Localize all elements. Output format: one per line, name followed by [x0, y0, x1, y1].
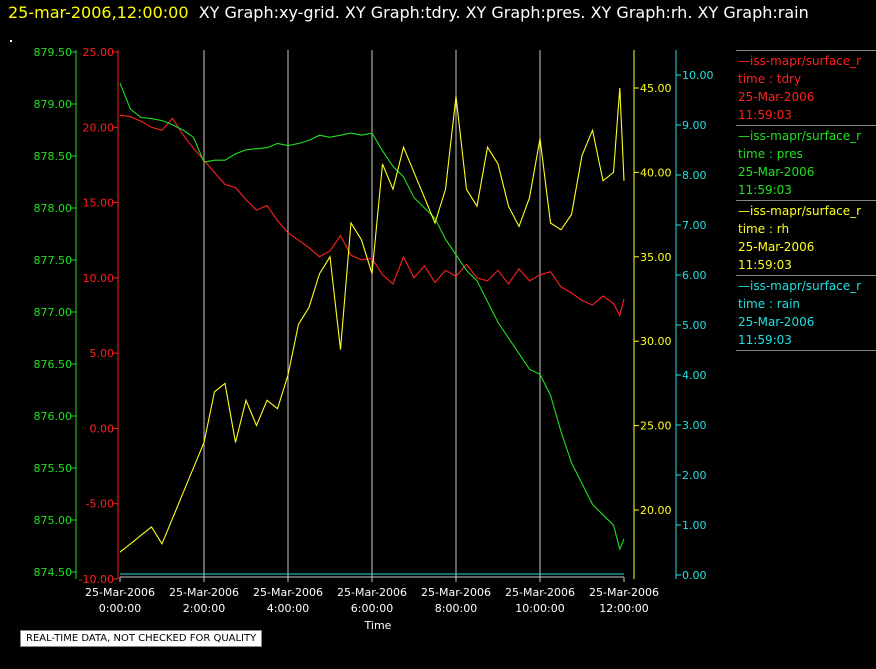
x-tick-date: 25-Mar-2006	[421, 586, 491, 599]
rain-tick-label: 7.00	[682, 219, 707, 232]
rh-tick-label: 40.00	[640, 166, 672, 179]
rain-tick-label: 2.00	[682, 469, 707, 482]
header-graph-titles: XY Graph:xy-grid. XY Graph:tdry. XY Grap…	[198, 3, 809, 22]
x-tick-time: 4:00:00	[267, 602, 309, 615]
rain-tick-label: 10.00	[682, 69, 714, 82]
x-tick-time: 8:00:00	[435, 602, 477, 615]
rain-tick-label: 1.00	[682, 519, 707, 532]
pres-tick-label: 876.00	[34, 410, 73, 423]
rh-tick-label: 35.00	[640, 251, 672, 264]
legend-rh-line1: —iss-mapr/surface_r	[738, 204, 862, 218]
legend-rain-line1: —iss-mapr/surface_r	[738, 279, 862, 293]
rh-tick-label: 25.00	[640, 420, 672, 433]
pres-tick-label: 874.50	[34, 566, 73, 579]
marker-dot	[10, 40, 12, 42]
header-timestamp: 25-mar-2006,12:00:00	[8, 3, 189, 22]
pres-series-line	[119, 82, 625, 551]
tdry-tick-label: 5.00	[90, 347, 115, 360]
legend: —iss-mapr/surface_r time : tdry 25-Mar-200…	[736, 50, 876, 351]
rh-tick-label: 20.00	[640, 504, 672, 517]
legend-pres-line4: 11:59:03	[738, 183, 792, 197]
pres-tick-label: 877.50	[34, 254, 73, 267]
tdry-tick-label: 20.00	[83, 121, 115, 134]
x-tick-date: 25-Mar-2006	[85, 586, 155, 599]
tdry-tick-label: 10.00	[83, 272, 115, 285]
rain-tick-label: 8.00	[682, 169, 707, 182]
rain-tick-label: 6.00	[682, 269, 707, 282]
x-tick-date: 25-Mar-2006	[169, 586, 239, 599]
legend-rain-line2: time : rain	[738, 297, 801, 311]
legend-rh-line4: 11:59:03	[738, 258, 792, 272]
pres-tick-label: 875.00	[34, 514, 73, 527]
pres-tick-label: 879.50	[34, 46, 73, 59]
legend-pres-line3: 25-Mar-2006	[738, 165, 815, 179]
legend-bottom-rule	[736, 350, 876, 351]
legend-tdry-line3: 25-Mar-2006	[738, 90, 815, 104]
rain-tick-label: 4.00	[682, 369, 707, 382]
series-group	[119, 82, 625, 575]
pres-tick-label: 878.00	[34, 202, 73, 215]
tdry-tick-label: -10.00	[79, 573, 114, 586]
x-tick-time: 10:00:00	[515, 602, 564, 615]
rh-tick-label: 30.00	[640, 335, 672, 348]
pres-tick-label: 876.50	[34, 358, 73, 371]
x-tick-date: 25-Mar-2006	[337, 586, 407, 599]
pres-tick-label: 875.50	[34, 462, 73, 475]
x-tick-date: 25-Mar-2006	[589, 586, 659, 599]
pres-tick-label: 878.50	[34, 150, 73, 163]
rain-tick-label: 5.00	[682, 319, 707, 332]
x-tick-time: 12:00:00	[599, 602, 648, 615]
rain-tick-label: 9.00	[682, 119, 707, 132]
rh-series-line	[119, 87, 625, 553]
tdry-tick-label: 0.00	[90, 422, 115, 435]
quality-disclaimer: REAL-TIME DATA, NOT CHECKED FOR QUALITY	[20, 630, 263, 647]
legend-rh-line2: time : rh	[738, 222, 790, 236]
grid-lines	[203, 50, 541, 577]
pres-tick-label: 877.00	[34, 306, 73, 319]
x-axis-label: Time	[364, 619, 392, 632]
rain-tick-label: 0.00	[682, 569, 707, 582]
legend-rain-line3: 25-Mar-2006	[738, 315, 815, 329]
axes: 25-Mar-2006 0:00:00 25-Mar-2006 2:00:00 25-M…	[34, 46, 714, 615]
tdry-tick-label: -5.00	[86, 498, 114, 511]
x-tick-time: 2:00:00	[183, 602, 225, 615]
x-tick-date: 25-Mar-2006	[505, 586, 575, 599]
x-tick-date: 25-Mar-2006	[253, 586, 323, 599]
legend-pres-line2: time : pres	[738, 147, 803, 161]
x-tick-time: 6:00:00	[351, 602, 393, 615]
legend-rain-line4: 11:59:03	[738, 333, 792, 347]
rain-tick-label: 3.00	[682, 419, 707, 432]
x-tick-time: 0:00:00	[99, 602, 141, 615]
legend-rh-line3: 25-Mar-2006	[738, 240, 815, 254]
chart-header: 25-mar-2006,12:00:00 XY Graph:xy-grid. X…	[8, 3, 809, 22]
rh-tick-label: 45.00	[640, 82, 672, 95]
legend-tdry-line1: —iss-mapr/surface_r	[738, 54, 862, 68]
legend-tdry-line2: time : tdry	[738, 72, 802, 86]
legend-tdry-line4: 11:59:03	[738, 108, 792, 122]
tdry-tick-label: 25.00	[83, 46, 115, 59]
pres-tick-label: 879.00	[34, 98, 73, 111]
legend-pres-line1: —iss-mapr/surface_r	[738, 129, 862, 143]
tdry-tick-label: 15.00	[83, 197, 115, 210]
